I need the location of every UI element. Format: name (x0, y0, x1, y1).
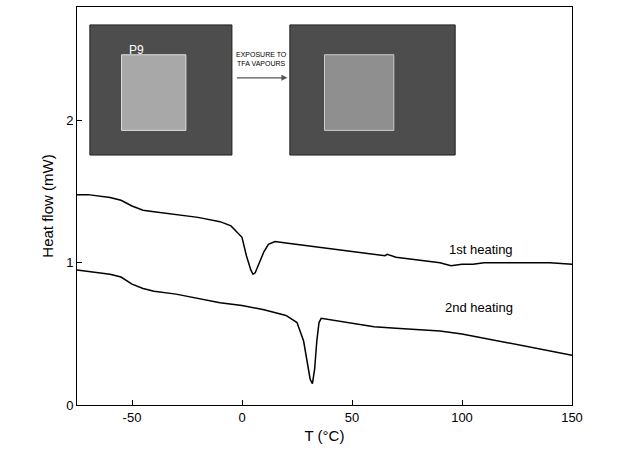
svg-text:50: 50 (345, 410, 359, 425)
svg-text:-50: -50 (123, 410, 142, 425)
svg-text:1: 1 (66, 255, 73, 270)
svg-text:EXPOSURE TOTFA VAPOURS: EXPOSURE TOTFA VAPOURS (236, 51, 287, 67)
svg-text:0: 0 (238, 410, 245, 425)
svg-text:2nd heating: 2nd heating (445, 300, 513, 315)
svg-text:P9: P9 (129, 43, 144, 57)
svg-text:2: 2 (66, 113, 73, 128)
svg-text:1st heating: 1st heating (449, 242, 513, 257)
svg-text:T (°C): T (°C) (305, 427, 345, 444)
svg-text:Heat flow (mW): Heat flow (mW) (39, 154, 56, 257)
svg-text:150: 150 (561, 410, 583, 425)
svg-text:100: 100 (451, 410, 473, 425)
svg-text:0: 0 (66, 398, 73, 413)
